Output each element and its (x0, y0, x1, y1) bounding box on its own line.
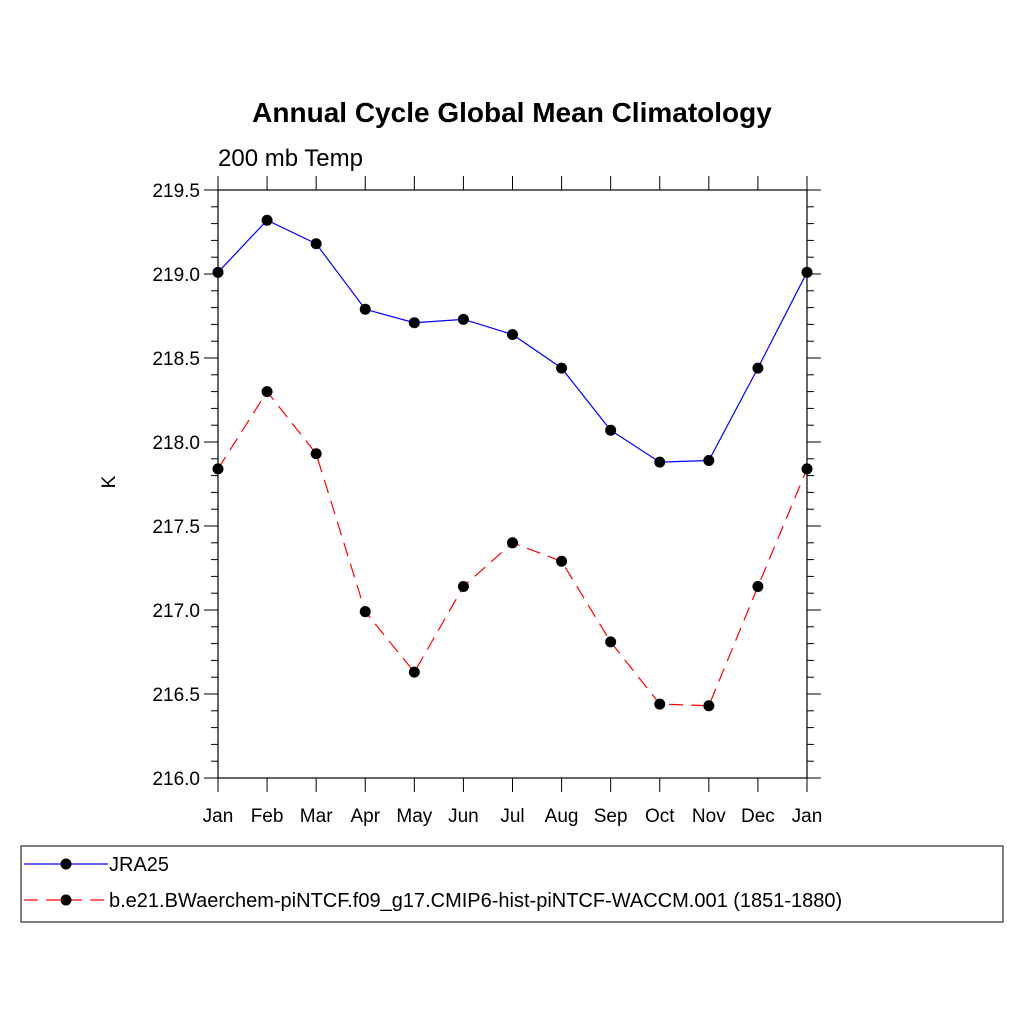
data-point-series-1 (212, 463, 224, 475)
data-point-series-0 (457, 313, 469, 325)
x-tick-label: Jun (448, 806, 479, 827)
data-point-series-1 (261, 386, 273, 398)
data-point-series-0 (654, 456, 666, 468)
data-point-series-0 (556, 362, 568, 374)
x-tick-label: Nov (692, 806, 726, 827)
data-point-series-0 (507, 328, 518, 340)
x-tick-label: Oct (645, 806, 675, 827)
x-tick-label: Aug (545, 806, 579, 827)
legend-marker-1 (60, 894, 72, 906)
data-point-series-1 (507, 537, 518, 549)
x-tick-label: May (396, 806, 432, 827)
y-tick-label: 217.5 (152, 517, 200, 538)
x-tick-label: Jan (203, 806, 234, 827)
x-tick-labels: Jan Feb Mar Apr May Jun Jul Aug Sep Oct Nov Dec Jan (203, 806, 823, 827)
data-point-series-1 (359, 606, 371, 618)
data-point-series-1 (752, 580, 764, 592)
axis-ticks (204, 176, 821, 792)
x-tick-label: Jul (500, 806, 524, 827)
plot-frame (217, 189, 808, 779)
x-tick-label: Apr (350, 806, 380, 827)
series-lines (217, 219, 808, 707)
data-point-series-0 (310, 238, 322, 250)
legend-label-0: JRA25 (109, 854, 169, 876)
y-tick-label: 216.5 (152, 685, 200, 706)
x-tick-label: Dec (741, 806, 775, 827)
data-point-series-0 (605, 424, 617, 436)
data-point-series-0 (261, 214, 273, 226)
x-tick-label: Jan (792, 806, 823, 827)
chart-subtitle: 200 mb Temp (218, 145, 363, 172)
data-point-series-1 (457, 580, 469, 592)
data-point-series-1 (654, 698, 666, 710)
data-point-series-0 (359, 303, 371, 315)
chart-title: Annual Cycle Global Mean Climatology (252, 97, 772, 128)
data-point-series-1 (605, 636, 617, 648)
y-tick-label: 219.5 (152, 181, 200, 202)
legend-marker-0 (60, 858, 72, 870)
data-point-series-0 (801, 266, 813, 278)
x-tick-label: Sep (594, 806, 628, 827)
x-tick-label: Feb (251, 806, 284, 827)
y-tick-label: 218.0 (152, 433, 200, 454)
legend-box (20, 845, 1004, 923)
series-markers (212, 214, 813, 712)
data-point-series-1 (556, 555, 568, 567)
y-tick-label: 219.0 (152, 265, 200, 286)
legend: JRA25 b.e21.BWaerchem-piNTCF.f09_g17.CMIP… (24, 854, 842, 912)
data-point-series-1 (801, 463, 813, 475)
data-point-series-0 (752, 362, 764, 374)
data-point-series-1 (703, 700, 715, 712)
y-tick-label: 217.0 (152, 601, 200, 622)
y-tick-label: 216.0 (152, 769, 200, 790)
x-tick-label: Mar (300, 806, 333, 827)
series-line-1 (217, 390, 808, 707)
y-tick-labels: 216.0 216.5 217.0 217.5 218.0 218.5 219.0 219.5 (152, 181, 200, 790)
series-line-0 (217, 219, 808, 463)
y-axis-label: K (99, 475, 120, 488)
y-tick-label: 218.5 (152, 349, 200, 370)
data-point-series-0 (212, 266, 224, 278)
legend-label-1: b.e21.BWaerchem-piNTCF.f09_g17.CMIP6-his… (109, 890, 842, 912)
data-point-series-1 (310, 448, 322, 460)
data-point-series-0 (703, 454, 715, 466)
data-point-series-0 (408, 317, 420, 329)
data-point-series-1 (408, 666, 420, 678)
